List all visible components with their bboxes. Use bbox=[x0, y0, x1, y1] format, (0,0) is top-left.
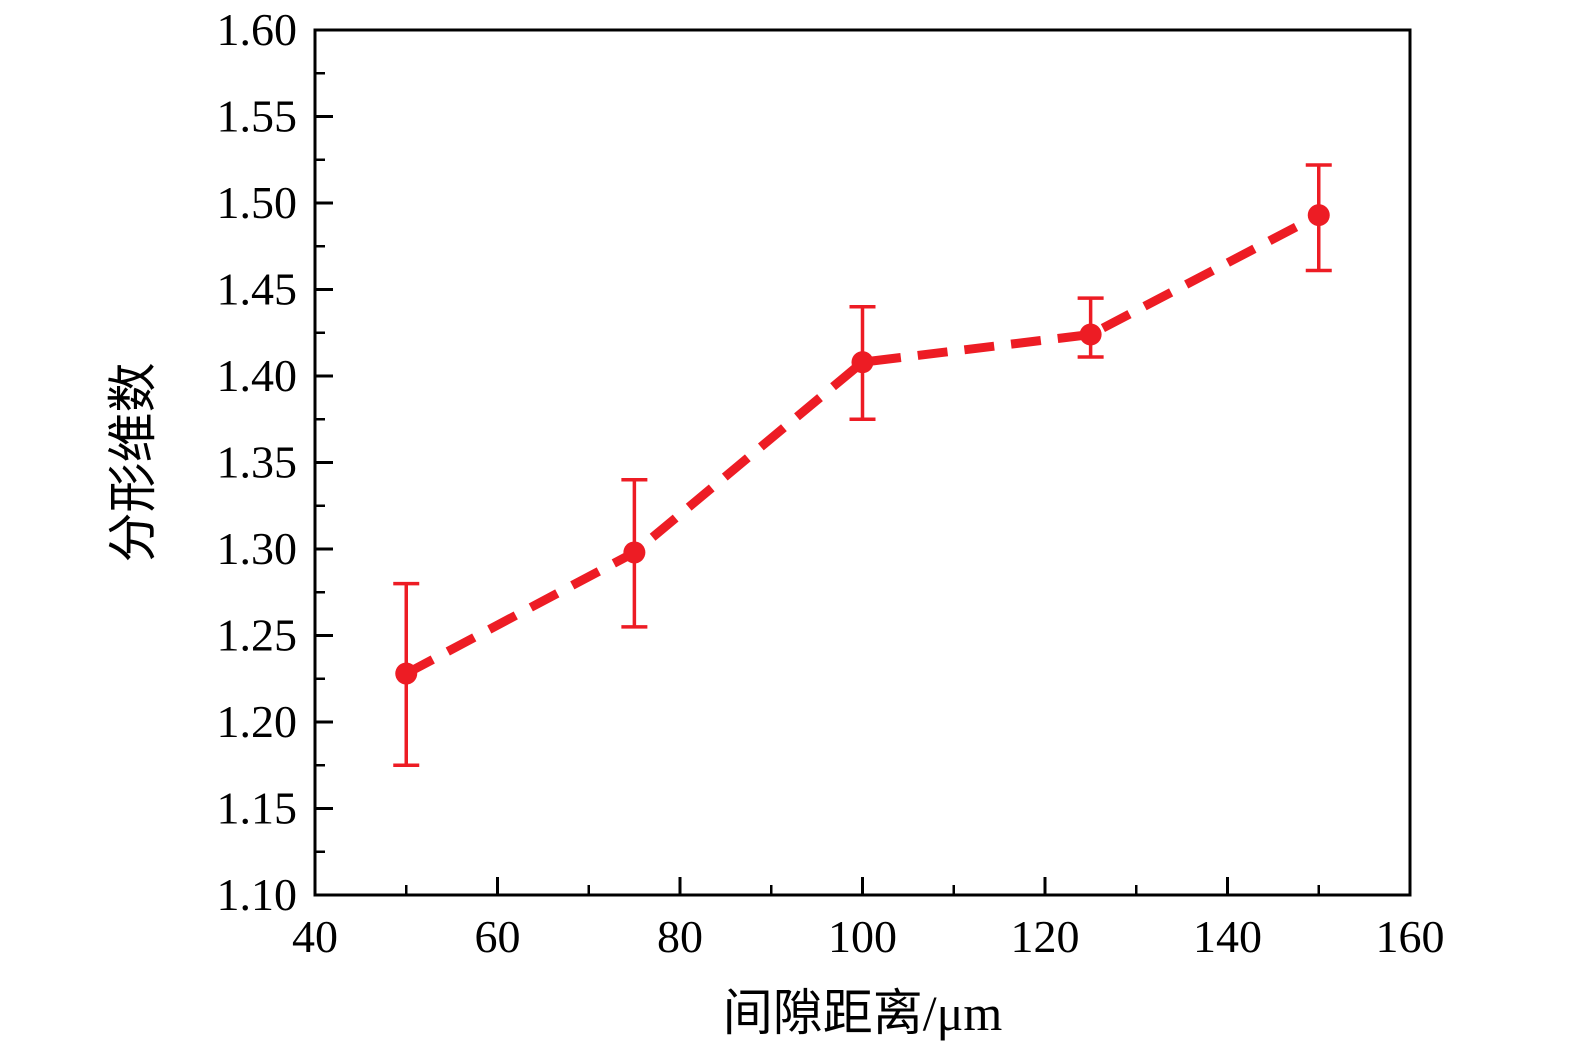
data-point bbox=[395, 662, 418, 685]
x-tick-label: 100 bbox=[828, 911, 897, 962]
x-tick-label: 160 bbox=[1376, 911, 1445, 962]
y-tick-label: 1.40 bbox=[217, 350, 298, 401]
data-point bbox=[1307, 204, 1330, 227]
y-tick-label: 1.55 bbox=[217, 91, 298, 142]
y-axis-label: 分形维数 bbox=[105, 363, 161, 563]
y-tick-label: 1.45 bbox=[217, 264, 298, 315]
y-tick-label: 1.35 bbox=[217, 437, 298, 488]
x-axis-label: 间隙距离/μm bbox=[723, 985, 1003, 1041]
data-point bbox=[1079, 323, 1102, 346]
x-tick-label: 140 bbox=[1193, 911, 1262, 962]
x-tick-label: 80 bbox=[657, 911, 703, 962]
data-point bbox=[851, 351, 874, 374]
y-tick-label: 1.15 bbox=[217, 783, 298, 834]
x-tick-label: 120 bbox=[1011, 911, 1080, 962]
data-point bbox=[623, 541, 646, 564]
x-tick-label: 40 bbox=[292, 911, 338, 962]
series-line bbox=[404, 211, 1321, 678]
y-tick-label: 1.30 bbox=[217, 523, 298, 574]
y-tick-label: 1.25 bbox=[217, 610, 298, 661]
x-tick-label: 60 bbox=[475, 911, 521, 962]
y-tick-label: 1.20 bbox=[217, 696, 298, 747]
y-tick-label: 1.60 bbox=[217, 4, 298, 55]
y-tick-label: 1.10 bbox=[217, 869, 298, 920]
y-tick-label: 1.50 bbox=[217, 177, 298, 228]
